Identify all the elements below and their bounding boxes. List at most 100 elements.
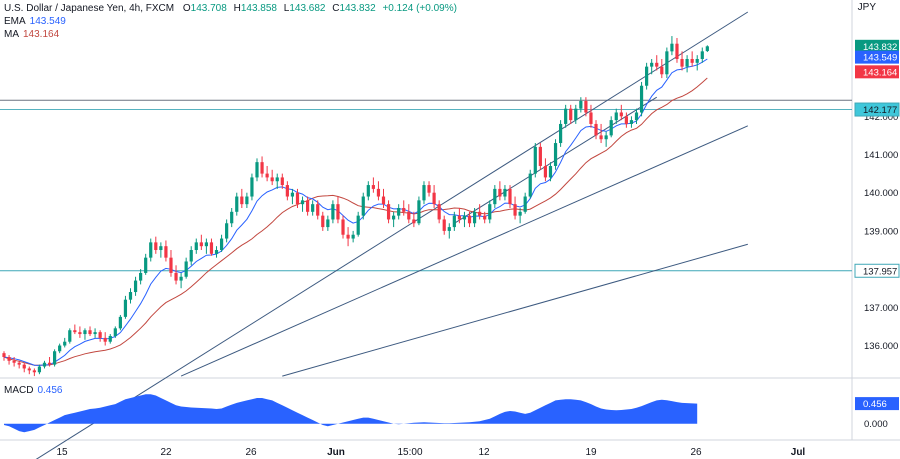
candle bbox=[629, 116, 634, 128]
change-value: +0.124 (+0.09%) bbox=[382, 3, 457, 14]
horizontal-lines[interactable] bbox=[0, 99, 852, 272]
macd-legend[interactable]: MACD 0.456 bbox=[4, 385, 62, 396]
candle bbox=[695, 55, 699, 71]
candle-body bbox=[32, 370, 36, 373]
time-axis[interactable]: 15 22 26 Jun 15:00 12 19 26 Jul bbox=[56, 447, 805, 458]
candle bbox=[139, 269, 143, 285]
candle bbox=[255, 158, 259, 182]
candle bbox=[579, 97, 583, 113]
candle bbox=[250, 173, 254, 201]
candle bbox=[189, 246, 193, 266]
candle-body bbox=[548, 165, 553, 178]
price-label-bg bbox=[855, 39, 899, 53]
candle-body bbox=[645, 66, 649, 86]
candle bbox=[604, 131, 608, 147]
macd-value-text: 0.456 bbox=[863, 399, 887, 410]
candle bbox=[569, 104, 573, 124]
candle-body bbox=[240, 196, 244, 205]
candle bbox=[533, 143, 537, 178]
candle-body bbox=[427, 185, 431, 193]
candle bbox=[639, 81, 644, 117]
macd-tick-label: 0.000 bbox=[864, 419, 888, 430]
candle bbox=[2, 351, 6, 361]
candle bbox=[564, 104, 568, 128]
candle bbox=[73, 324, 77, 335]
candle bbox=[336, 196, 340, 224]
candle bbox=[614, 108, 618, 124]
time-tick-label: 12 bbox=[478, 447, 490, 458]
candle-body bbox=[705, 46, 709, 52]
candle bbox=[128, 288, 133, 304]
candle-body bbox=[624, 116, 628, 124]
macd-pane bbox=[4, 394, 698, 433]
candle bbox=[260, 156, 264, 178]
candle-body bbox=[306, 200, 310, 212]
macd-value-bg bbox=[855, 397, 899, 411]
candle bbox=[326, 215, 330, 231]
candle bbox=[472, 207, 477, 228]
ema-row[interactable]: EMA 143.549 bbox=[4, 15, 457, 28]
candle bbox=[543, 158, 548, 182]
candle bbox=[660, 58, 664, 79]
candle-body bbox=[128, 292, 133, 300]
candle-body bbox=[311, 204, 315, 212]
candle bbox=[235, 192, 239, 216]
ma-row[interactable]: MA 143.164 bbox=[4, 28, 457, 41]
candle-body bbox=[432, 192, 436, 205]
candle-body bbox=[553, 143, 558, 166]
candle-body bbox=[619, 112, 623, 117]
candle-body bbox=[376, 188, 381, 197]
candle bbox=[240, 188, 244, 208]
candle bbox=[113, 326, 117, 338]
candle bbox=[432, 185, 436, 208]
candle-body bbox=[63, 341, 67, 346]
candle-body bbox=[159, 246, 163, 251]
candle bbox=[503, 185, 507, 201]
candle bbox=[462, 211, 467, 228]
candle bbox=[285, 181, 289, 201]
candle-body bbox=[361, 196, 365, 216]
candle bbox=[32, 368, 36, 377]
candle bbox=[37, 364, 42, 375]
candle-body bbox=[164, 246, 168, 258]
ma-line bbox=[3, 77, 708, 366]
candle-body bbox=[690, 58, 694, 63]
candle-body bbox=[472, 211, 477, 224]
candle-body bbox=[680, 58, 684, 67]
time-tick-label: 15 bbox=[56, 447, 68, 458]
candle bbox=[559, 120, 563, 147]
candle-body bbox=[614, 112, 618, 121]
price-label-bg bbox=[854, 263, 900, 278]
time-tick-label: Jul bbox=[791, 447, 806, 458]
price-axis[interactable]: 136.000137.000138.000139.000140.000141.0… bbox=[854, 39, 900, 430]
candle-body bbox=[356, 215, 360, 235]
trendline bbox=[180, 125, 749, 377]
time-tick-label: 15:00 bbox=[397, 447, 422, 458]
candle bbox=[179, 272, 183, 289]
candle bbox=[275, 173, 279, 189]
candle bbox=[42, 360, 47, 369]
candle-body bbox=[113, 328, 117, 336]
candle-body bbox=[235, 196, 239, 212]
candle bbox=[199, 234, 203, 251]
candle bbox=[316, 200, 320, 220]
candle bbox=[574, 104, 578, 124]
candle-body bbox=[569, 108, 573, 121]
candle-body bbox=[265, 173, 269, 178]
price-label-text: 137.957 bbox=[863, 266, 897, 277]
candle-body bbox=[316, 204, 320, 216]
candle-body bbox=[650, 62, 654, 67]
candle bbox=[356, 211, 360, 237]
candle-body bbox=[290, 192, 295, 197]
price-label-ema: 143.549 bbox=[855, 50, 899, 64]
candle bbox=[306, 196, 310, 216]
candle bbox=[650, 58, 654, 75]
candle-body bbox=[483, 215, 487, 220]
candle-body bbox=[447, 227, 451, 231]
trendlines[interactable] bbox=[1, 11, 749, 459]
candle bbox=[159, 242, 163, 258]
candle-body bbox=[397, 207, 401, 216]
candle-body bbox=[275, 177, 279, 182]
candle-body bbox=[250, 177, 254, 197]
